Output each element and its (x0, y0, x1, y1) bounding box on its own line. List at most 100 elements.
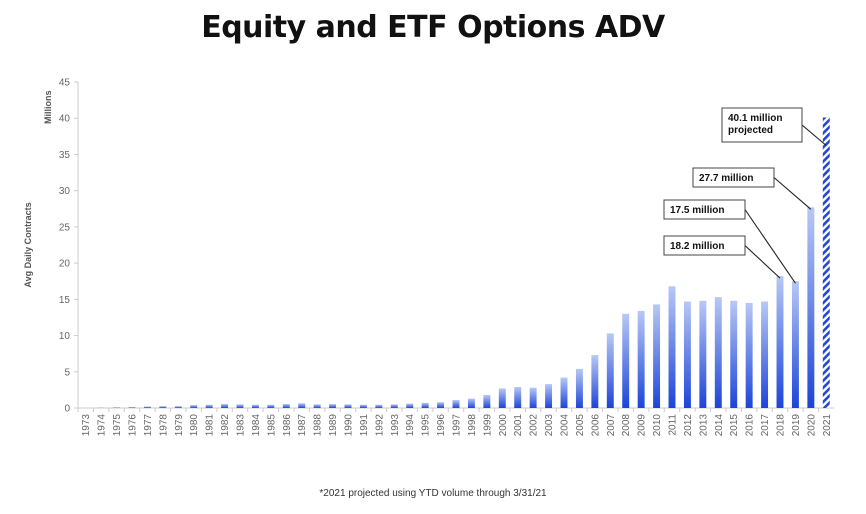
bar-1987 (298, 403, 306, 408)
bar-1975 (113, 407, 121, 408)
bar-2013 (699, 300, 707, 408)
x-tick-label: 1983 (236, 414, 247, 437)
bar-2015 (730, 300, 738, 408)
bar-1976 (128, 407, 136, 408)
bar-1990 (344, 404, 352, 408)
callout-leader (773, 177, 812, 210)
x-tick-label: 1973 (81, 414, 92, 437)
x-tick-label: 1998 (467, 414, 478, 437)
x-tick-label: 1976 (128, 414, 139, 437)
x-tick-label: 1992 (374, 414, 385, 437)
x-tick-label: 1981 (205, 414, 216, 437)
x-tick-label: 1979 (174, 414, 185, 437)
x-tick-label: 2019 (791, 414, 802, 437)
x-tick-label: 2015 (729, 414, 740, 437)
bar-1991 (359, 404, 367, 408)
x-tick-label: 1977 (143, 414, 154, 437)
x-tick-label: 1999 (482, 414, 493, 437)
x-tick-label: 2011 (668, 414, 679, 436)
y-tick-label: 5 (64, 367, 70, 378)
chart-title: Equity and ETF Options ADV (201, 10, 665, 45)
bar-1984 (251, 404, 259, 408)
bar-1980 (190, 405, 198, 408)
x-tick-label: 2017 (760, 414, 771, 437)
x-tick-label: 2002 (529, 414, 540, 437)
x-tick-label: 1982 (220, 414, 231, 437)
y-tick-label: 30 (59, 186, 71, 197)
y-tick-label: 35 (59, 150, 71, 161)
x-tick-label: 1985 (266, 414, 277, 437)
x-tick-label: 1991 (359, 414, 370, 437)
x-tick-label: 1986 (282, 414, 293, 437)
bar-2021 (822, 117, 830, 409)
bar-2006 (591, 355, 599, 408)
bar-2018 (776, 276, 784, 408)
x-tick-label: 1993 (390, 414, 401, 437)
bar-2014 (714, 297, 722, 408)
y-tick-labels: 0 5 10 15 20 25 30 35 40 45 (59, 78, 78, 415)
bar-2017 (761, 301, 769, 408)
bar-1978 (159, 406, 167, 408)
y-tick-label: 40 (59, 114, 71, 125)
bar-2008 (622, 313, 630, 408)
bar-1986 (282, 404, 290, 408)
x-tick-label: 2006 (590, 414, 601, 437)
callout-leader (744, 209, 796, 284)
x-tick-label: 1980 (189, 414, 200, 437)
x-tick-label: 1974 (97, 414, 108, 437)
x-tick-label: 1978 (158, 414, 169, 437)
x-tick-label: 2012 (683, 414, 694, 437)
bar-1998 (467, 398, 475, 408)
bar-1994 (406, 403, 414, 408)
x-tick-label: 2008 (621, 414, 632, 437)
y-tick-label: 45 (59, 78, 71, 89)
x-tick-label: 1984 (251, 414, 262, 437)
x-tick-label: 1997 (452, 414, 463, 437)
bar-1977 (143, 406, 151, 408)
bar-1989 (329, 404, 337, 408)
bar-1985 (267, 404, 275, 408)
x-tick-label: 2000 (498, 414, 509, 437)
bar-2005 (575, 368, 583, 408)
x-tick-label: 2010 (652, 414, 663, 437)
x-tick-label: 1995 (421, 414, 432, 437)
y-unit-label: Millions (43, 91, 53, 125)
bar-1992 (375, 404, 383, 408)
x-tick-label: 2005 (575, 414, 586, 437)
callout-label-2020: 27.7 million (699, 173, 753, 184)
callout-box-2018 (663, 235, 746, 256)
x-tick-label: 2001 (513, 414, 524, 437)
bar-1993 (390, 404, 398, 408)
bars (97, 117, 830, 409)
footnote: *2021 projected using YTD volume through… (319, 488, 547, 499)
bar-2000 (498, 388, 506, 408)
x-tick-label: 1975 (112, 414, 123, 437)
y-tick-label: 25 (59, 222, 71, 233)
callout-box-2020 (692, 167, 775, 188)
bar-2003 (545, 384, 553, 408)
bar-1979 (174, 406, 182, 408)
callout-box-2019 (663, 199, 746, 220)
bar-1981 (205, 404, 213, 408)
x-tick-label: 2016 (745, 414, 756, 437)
x-tick-label: 2004 (560, 414, 571, 437)
y-tick-label: 20 (59, 259, 71, 270)
bar-1997 (452, 400, 460, 408)
callout-label-2019: 17.5 million (670, 205, 724, 216)
bar-2010 (653, 304, 661, 408)
x-tick-label: 2018 (776, 414, 787, 437)
callout-leader (801, 124, 827, 146)
bar-2007 (606, 333, 614, 408)
bar-1982 (221, 404, 229, 408)
callout-leader (744, 245, 781, 279)
callout-label-2021: projected (728, 125, 773, 136)
x-tick-label: 2021 (822, 414, 833, 437)
x-tick-label: 1987 (297, 414, 308, 437)
bar-1999 (483, 394, 491, 408)
bar-1996 (437, 402, 445, 408)
x-tick-label: 2014 (714, 414, 725, 437)
bar-2016 (745, 302, 753, 408)
callout-box-2021 (721, 107, 803, 143)
x-tick-label: 1994 (405, 414, 416, 437)
